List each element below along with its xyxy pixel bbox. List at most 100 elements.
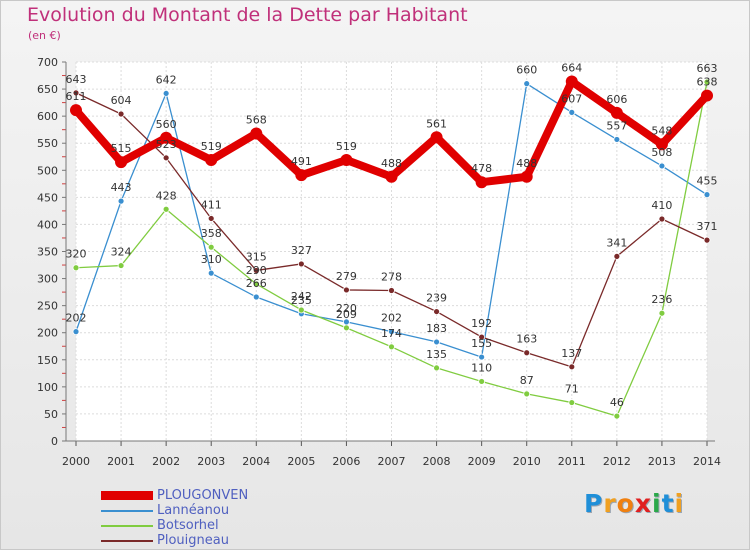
data-point [72,328,80,336]
data-label: 663 [697,62,718,75]
data-label: 508 [651,146,672,159]
data-point [250,127,263,140]
y-tick-label: 400 [37,218,58,231]
data-label: 46 [610,396,624,409]
x-tick-label: 2014 [693,455,721,468]
data-point [343,286,350,294]
data-point [115,156,128,169]
data-point [207,269,215,277]
data-label: 410 [651,199,672,212]
x-tick-label: 2004 [242,455,270,468]
data-point [523,390,531,398]
data-label: 315 [246,250,267,263]
data-point [475,176,488,189]
x-tick-label: 2007 [378,455,406,468]
data-label: 411 [201,198,222,211]
data-point [703,191,711,199]
data-label: 87 [520,374,534,387]
y-tick-label: 700 [37,56,58,69]
logo-letter: P [584,489,604,518]
data-label: 548 [651,124,672,137]
data-point [388,328,395,336]
data-label: 266 [246,277,267,290]
y-tick-label: 500 [37,164,58,177]
data-label: 642 [156,73,177,86]
logo-letter: i [674,489,685,518]
data-point [703,78,711,86]
data-point [385,170,398,183]
data-label: 202 [381,312,402,325]
data-label: 557 [606,119,627,132]
data-point [610,106,623,119]
data-label: 235 [291,294,312,307]
data-point [72,89,80,97]
data-label: 519 [336,140,357,153]
y-tick-label: 600 [37,110,58,123]
data-point [297,260,305,268]
data-label: 560 [156,118,177,131]
proxiti-logo: Proxiti [584,489,684,518]
data-label: 607 [561,92,582,105]
data-point [658,309,666,317]
data-point [162,90,170,97]
data-label: 428 [156,189,177,202]
data-point [162,154,170,162]
data-label: 183 [426,322,447,335]
data-label: 638 [697,76,718,89]
x-tick-label: 2000 [62,455,90,468]
data-point [433,308,440,315]
legend-swatch [101,510,153,512]
data-label: 523 [156,138,177,151]
data-label: 209 [336,308,357,321]
data-point [568,363,576,371]
data-point [295,169,308,182]
x-tick-label: 2008 [423,455,451,468]
data-label: 568 [246,113,267,126]
x-tick-label: 2011 [558,455,586,468]
data-label: 491 [291,155,312,168]
unit-label: (en €) [28,29,61,42]
data-point [117,110,125,118]
data-label: 242 [291,290,312,303]
data-label: 71 [565,383,579,396]
data-point [613,252,621,260]
data-label: 443 [111,181,132,194]
data-label: 358 [201,227,222,240]
y-tick-label: 0 [51,435,58,448]
data-label: 455 [697,175,718,188]
data-label: 515 [111,142,132,155]
y-tick-label: 250 [37,300,58,313]
data-point [433,364,440,372]
x-tick-label: 2003 [197,455,225,468]
data-label: 488 [381,157,402,170]
data-label: 327 [291,244,312,257]
data-label: 341 [606,236,627,249]
logo-letter: x [634,489,652,518]
legend-swatch [101,540,153,542]
data-label: 174 [381,327,402,340]
x-tick-label: 2010 [513,455,541,468]
data-point [343,324,350,332]
data-label: 488 [516,157,537,170]
data-label: 220 [336,302,357,315]
data-point [658,162,666,170]
data-point [565,75,578,88]
data-label: 310 [201,253,222,266]
legend-label: PLOUGONVEN [157,488,249,503]
data-point [207,243,215,251]
data-point [72,264,80,272]
data-label: 239 [426,292,447,305]
data-point [613,412,621,420]
data-label: 643 [66,73,87,86]
legend-label: Plouigneau [157,533,229,548]
y-tick-label: 350 [37,246,58,259]
data-point [388,343,395,351]
data-point [430,131,443,144]
data-point [252,280,260,288]
data-point [388,287,395,294]
legend-swatch [101,525,153,527]
data-point [701,89,713,102]
data-label: 202 [66,312,87,325]
